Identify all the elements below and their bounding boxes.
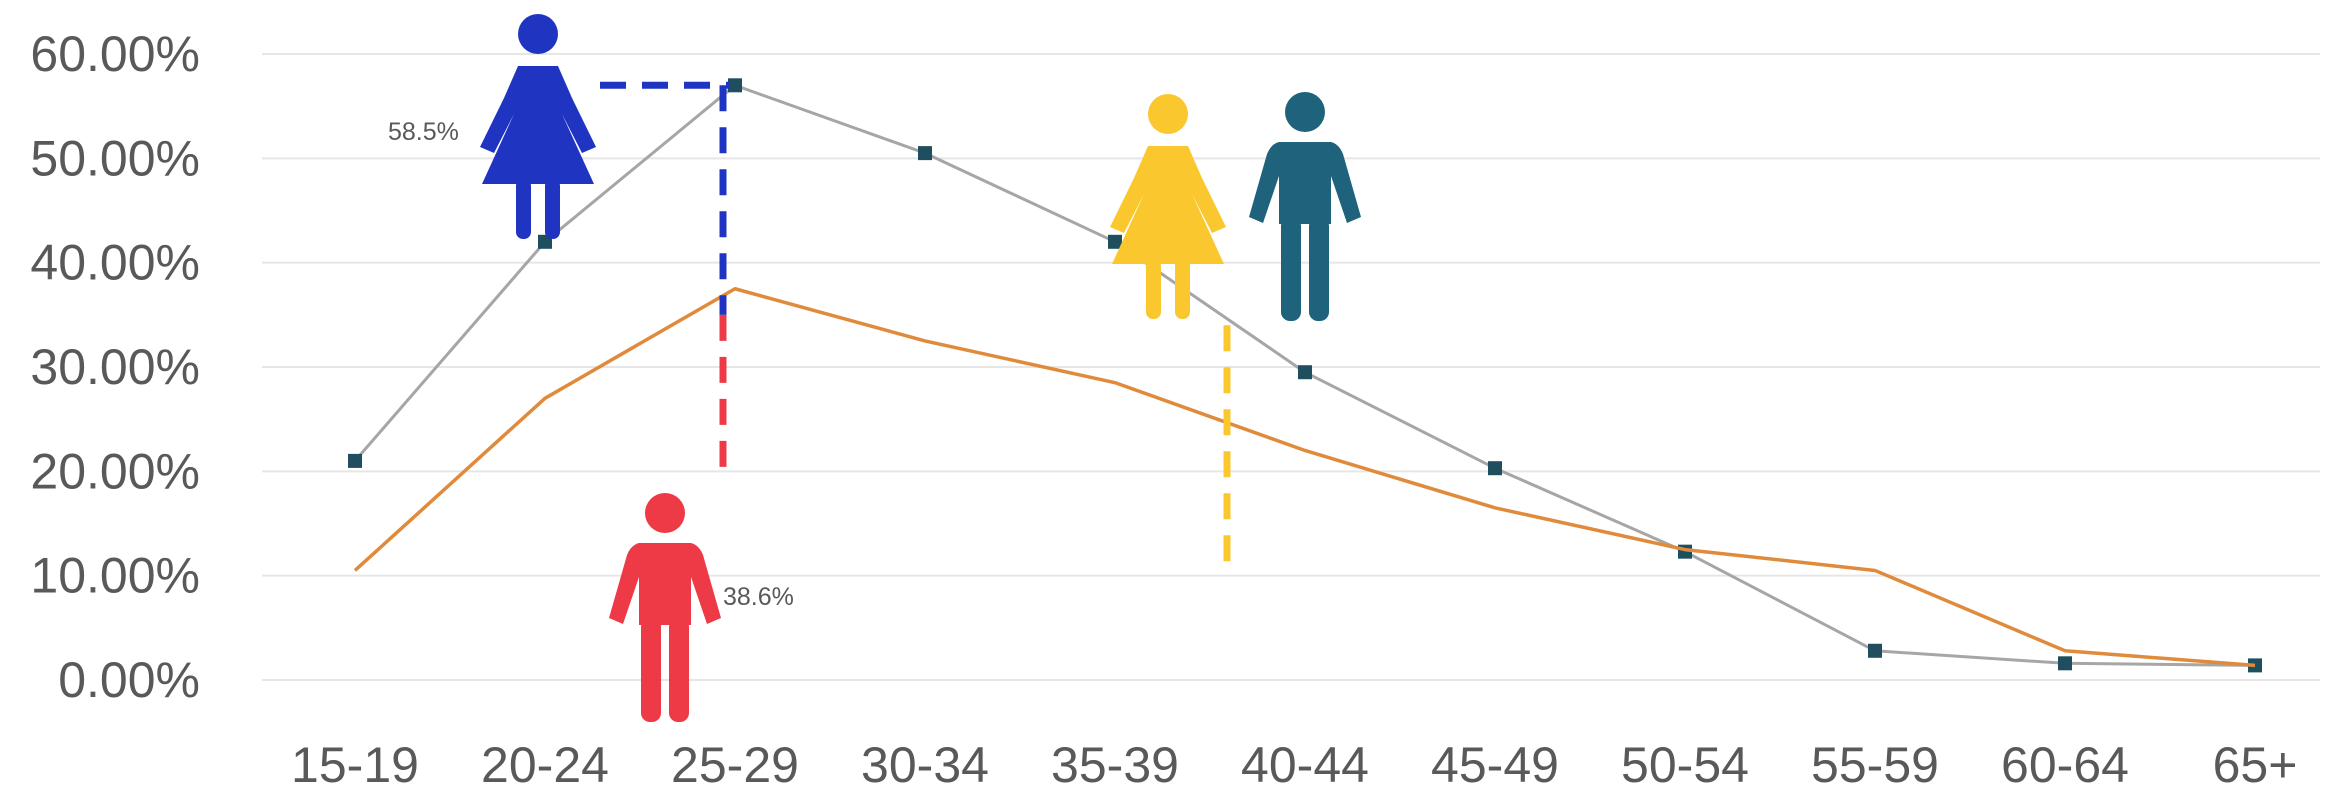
woman-icon-leg (1146, 259, 1161, 319)
woman-icon-leg (1175, 259, 1190, 319)
x-tick-label: 15-19 (291, 737, 419, 786)
woman-icon-leg (545, 179, 560, 239)
woman-icon-body (480, 66, 596, 184)
series (348, 78, 2262, 673)
woman-icon-leg (516, 179, 531, 239)
x-tick-label: 50-54 (1621, 737, 1749, 786)
woman-icon-body (1110, 146, 1226, 264)
y-tick-label: 30.00% (30, 339, 200, 395)
x-tick-label: 35-39 (1051, 737, 1179, 786)
y-tick-label: 50.00% (30, 130, 200, 186)
woman-icon-head (518, 14, 558, 54)
man-icon-leg (1309, 217, 1329, 321)
man-icon-torso (1249, 142, 1361, 224)
person-icons (480, 14, 1361, 722)
data-point-marker (538, 234, 552, 249)
x-tick-label: 25-29 (671, 737, 799, 786)
x-tick-label: 55-59 (1811, 737, 1939, 786)
data-point-marker (1488, 461, 1502, 476)
x-tick-label: 60-64 (2001, 737, 2129, 786)
y-tick-label: 20.00% (30, 443, 200, 499)
y-tick-label: 10.00% (30, 548, 200, 604)
man-icon-leg (1281, 217, 1301, 321)
data-point-marker (348, 453, 362, 468)
annotation-label: 38.6% (723, 583, 794, 611)
woman-icon (480, 14, 596, 239)
data-point-marker (1108, 234, 1122, 249)
y-tick-label: 60.00% (30, 26, 200, 82)
woman-icon (1110, 94, 1226, 319)
data-point-marker (728, 78, 742, 93)
y-tick-label: 40.00% (30, 235, 200, 291)
man-icon-leg (669, 618, 689, 722)
annotation-label: 58.5% (388, 118, 459, 146)
x-tick-label: 30-34 (861, 737, 989, 786)
x-tick-label: 65+ (2213, 737, 2298, 786)
y-axis-ticks: 0.00% 10.00% 20.00% 30.00% 40.00% 50.00% 60.00… (30, 26, 200, 708)
data-point-marker (1298, 365, 1312, 380)
man-icon-torso (609, 543, 721, 625)
data-point-marker (2058, 656, 2072, 671)
man-icon (1249, 92, 1361, 321)
x-tick-label: 40-44 (1241, 737, 1369, 786)
man-icon-head (645, 493, 685, 533)
x-axis-ticks: 15-19 20-24 25-29 30-34 35-39 40-44 45-49 50-54… (291, 737, 2297, 786)
series-line-1 (353, 287, 2256, 668)
man-icon-head (1285, 92, 1325, 132)
man-icon-leg (641, 618, 661, 722)
x-tick-label: 45-49 (1431, 737, 1559, 786)
woman-icon-head (1148, 94, 1188, 134)
x-tick-label: 20-24 (481, 737, 609, 786)
man-icon (609, 493, 721, 722)
data-point-marker (918, 146, 932, 161)
y-tick-label: 0.00% (58, 652, 200, 708)
data-point-marker (1868, 643, 1882, 658)
annotations: 58.5% 38.6% (388, 118, 794, 611)
dashed-guides (600, 81, 1231, 571)
